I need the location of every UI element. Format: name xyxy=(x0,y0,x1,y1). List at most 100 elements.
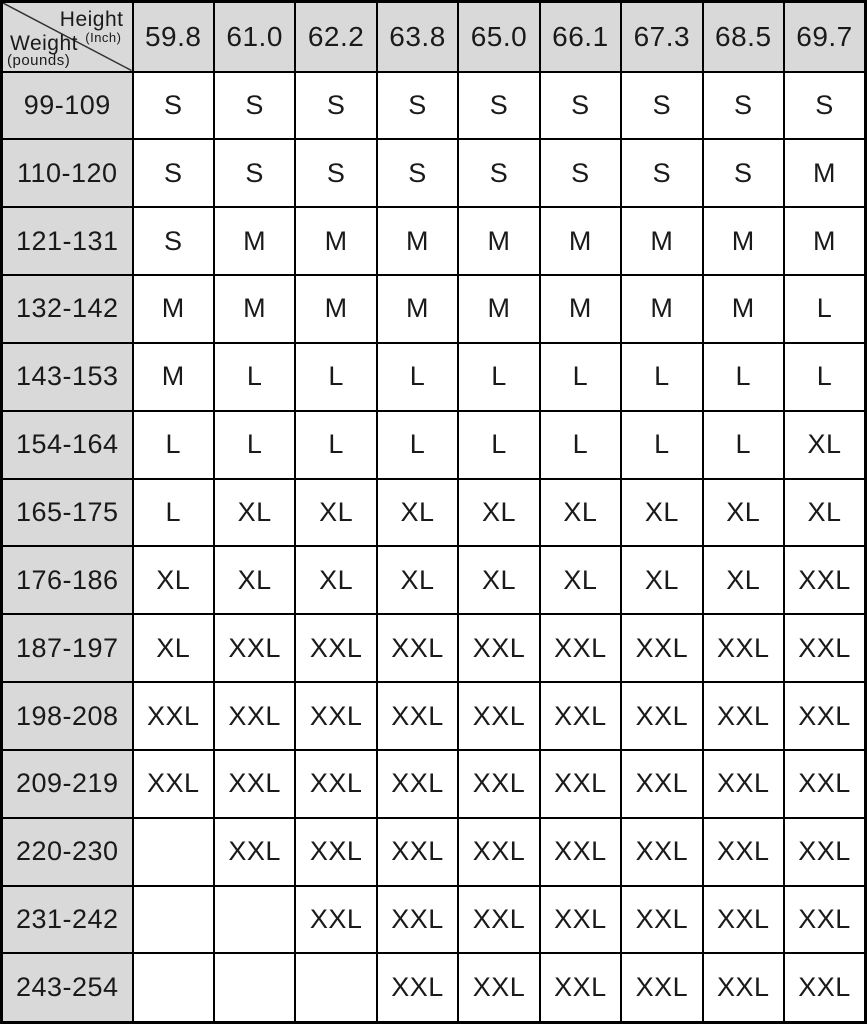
size-cell: M xyxy=(131,274,215,344)
size-cell: XXL xyxy=(620,884,704,955)
size-cell: XXL xyxy=(375,952,460,1024)
size-cell: XL xyxy=(131,613,215,684)
size-cell: M xyxy=(131,341,215,412)
weight-row-header: 176-186 xyxy=(0,545,134,616)
size-cell: L xyxy=(701,341,786,412)
size-cell: XXL xyxy=(212,613,297,684)
size-cell: XL xyxy=(701,477,786,548)
height-col-header: 61.0 xyxy=(212,0,297,73)
size-cell: XXL xyxy=(212,681,297,751)
size-cell: M xyxy=(375,274,460,344)
size-cell: S xyxy=(375,70,460,141)
size-cell: XXL xyxy=(538,613,623,684)
table-row: 198-208 XXL XXL XXL XXL XXL XXL XXL XXL XXL xyxy=(0,681,867,751)
size-cell: L xyxy=(620,409,704,480)
size-cell: XXL xyxy=(294,613,378,684)
size-cell: XL xyxy=(131,545,215,616)
size-cell: XXL xyxy=(294,681,378,751)
size-cell: XL xyxy=(375,545,460,616)
size-cell: S xyxy=(212,70,297,141)
height-axis-unit: (Inch) xyxy=(85,30,122,45)
table-row: 176-186 XL XL XL XL XL XL XL XL XXL xyxy=(0,545,867,616)
size-cell: S xyxy=(375,138,460,209)
size-cell: XL xyxy=(538,545,623,616)
size-cell: XXL xyxy=(783,681,867,751)
size-cell: XXL xyxy=(294,884,378,955)
size-cell: XL xyxy=(457,477,541,548)
size-cell: XXL xyxy=(783,613,867,684)
size-cell: XXL xyxy=(701,613,786,684)
table-row: 165-175 L XL XL XL XL XL XL XL XL xyxy=(0,477,867,548)
size-cell: M xyxy=(375,206,460,277)
size-cell xyxy=(212,884,297,955)
size-cell: S xyxy=(294,138,378,209)
height-col-header: 62.2 xyxy=(294,0,378,73)
size-cell: XXL xyxy=(783,952,867,1024)
header-row: Height (Inch) Weight (pounds) 59.8 61.0 62… xyxy=(0,0,867,73)
size-cell: L xyxy=(131,409,215,480)
size-cell: S xyxy=(131,206,215,277)
size-cell: XXL xyxy=(783,816,867,887)
size-cell: XXL xyxy=(538,884,623,955)
table-row: 132-142 M M M M M M M M L xyxy=(0,274,867,344)
size-cell: M xyxy=(212,274,297,344)
size-cell: S xyxy=(457,70,541,141)
height-col-header: 59.8 xyxy=(131,0,215,73)
table-row: 99-109 S S S S S S S S S xyxy=(0,70,867,141)
weight-row-header: 143-153 xyxy=(0,341,134,412)
size-cell: S xyxy=(620,70,704,141)
size-cell xyxy=(294,952,378,1024)
size-cell: M xyxy=(457,274,541,344)
size-cell: XXL xyxy=(131,681,215,751)
size-cell: XL xyxy=(294,545,378,616)
size-cell: XL xyxy=(783,477,867,548)
size-cell: XXL xyxy=(375,613,460,684)
size-cell: S xyxy=(701,138,786,209)
weight-row-header: 187-197 xyxy=(0,613,134,684)
size-cell: XXL xyxy=(375,681,460,751)
weight-row-header: 165-175 xyxy=(0,477,134,548)
size-cell: L xyxy=(783,341,867,412)
size-cell: XL xyxy=(212,477,297,548)
size-cell: XXL xyxy=(457,681,541,751)
size-cell: L xyxy=(375,409,460,480)
size-cell: XXL xyxy=(783,545,867,616)
size-cell: L xyxy=(538,341,623,412)
size-cell: XXL xyxy=(294,816,378,887)
size-cell: L xyxy=(212,409,297,480)
size-cell: XL xyxy=(457,545,541,616)
size-cell: S xyxy=(131,138,215,209)
weight-row-header: 231-242 xyxy=(0,884,134,955)
height-col-header: 63.8 xyxy=(375,0,460,73)
size-cell: XL xyxy=(701,545,786,616)
size-cell: S xyxy=(212,138,297,209)
size-cell: S xyxy=(457,138,541,209)
height-col-header: 65.0 xyxy=(457,0,541,73)
size-cell: L xyxy=(375,341,460,412)
height-col-header: 66.1 xyxy=(538,0,623,73)
weight-row-header: 110-120 xyxy=(0,138,134,209)
size-cell: M xyxy=(783,206,867,277)
size-cell: M xyxy=(783,138,867,209)
diagonal-divider xyxy=(3,3,132,71)
size-cell: L xyxy=(294,409,378,480)
size-cell: XXL xyxy=(375,884,460,955)
size-cell: L xyxy=(212,341,297,412)
size-cell: XXL xyxy=(783,748,867,819)
table-row: 110-120 S S S S S S S S M xyxy=(0,138,867,209)
table-row: 220-230 XXL XXL XXL XXL XXL XXL XXL XXL xyxy=(0,816,867,887)
weight-row-header: 154-164 xyxy=(0,409,134,480)
size-cell: M xyxy=(538,274,623,344)
size-cell: XXL xyxy=(538,816,623,887)
size-cell: XL xyxy=(783,409,867,480)
size-cell: XXL xyxy=(620,816,704,887)
weight-axis-unit: (pounds) xyxy=(7,52,71,69)
corner-cell: Height (Inch) Weight (pounds) xyxy=(0,0,134,73)
size-cell xyxy=(212,952,297,1024)
size-cell: S xyxy=(538,70,623,141)
size-cell: L xyxy=(457,409,541,480)
size-cell: L xyxy=(701,409,786,480)
size-cell: M xyxy=(620,206,704,277)
size-cell: XXL xyxy=(375,816,460,887)
